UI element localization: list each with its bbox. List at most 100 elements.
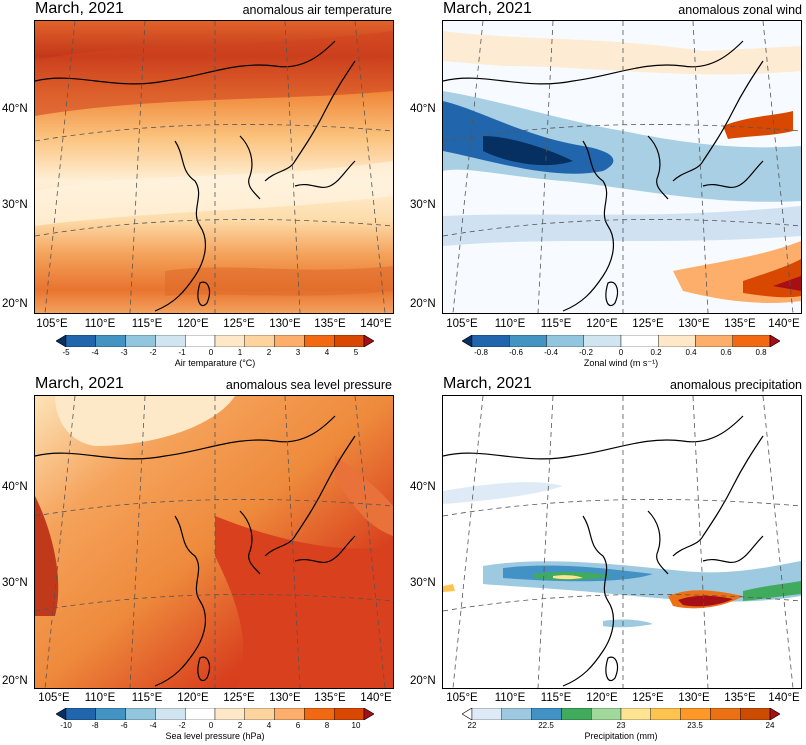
colorbar-swatch <box>334 335 365 347</box>
colorbar-tick: 24 <box>765 721 775 730</box>
lon-label: 115°E <box>540 318 572 330</box>
lon-label: 120°E <box>586 318 618 330</box>
colorbar-swatch <box>184 708 216 720</box>
colorbar-swatch <box>214 708 245 720</box>
colorbar-tick: 23 <box>616 721 626 730</box>
lat-label-40n: 40°N <box>410 481 436 493</box>
colorbar-tick: 4 <box>324 348 330 357</box>
colorbar-swatch <box>184 335 216 347</box>
colorbar-swatch <box>471 335 510 347</box>
lat-label-30n: 30°N <box>410 577 436 589</box>
lon-label: 130°E <box>269 318 301 330</box>
colorbar-tick: 1 <box>237 348 243 357</box>
colorbar-tick: 5 <box>353 348 359 357</box>
colorbar-tick: -3 <box>120 348 128 357</box>
colorbar-tick: 2 <box>266 348 272 357</box>
lon-label: 110°E <box>494 318 526 330</box>
colorbar-tick: -2 <box>178 721 186 730</box>
colorbar-swatch <box>244 335 275 347</box>
map-field <box>35 21 393 313</box>
panel-subtitle: anomalous precipitation <box>669 378 802 392</box>
colorbar-swatch <box>583 335 622 347</box>
colorbar-tick: -10 <box>60 721 72 730</box>
lon-label: 110°E <box>84 318 116 330</box>
lon-label: 105°E <box>36 318 68 330</box>
lon-label: 140°E <box>768 318 800 330</box>
colorbar-swatch <box>620 335 659 347</box>
map-precipitation <box>442 395 802 689</box>
map-field <box>35 396 393 688</box>
lon-label: 140°E <box>360 692 392 704</box>
colorbar-swatch <box>561 708 592 720</box>
lon-label: 125°E <box>632 692 664 704</box>
map-sea-level-pressure <box>34 395 394 689</box>
lat-label-20n: 20°N <box>410 298 436 310</box>
colorbar-tick: 4 <box>266 721 272 730</box>
panel-title: March, 2021 <box>35 0 124 17</box>
lon-label: 105°E <box>446 692 478 704</box>
colorbar-label: Zonal wind (m s⁻¹) <box>583 358 659 368</box>
colorbar-swatch <box>95 708 126 720</box>
lon-label: 125°E <box>223 692 255 704</box>
lon-label: 135°E <box>724 692 756 704</box>
colorbar-swatch <box>546 335 584 347</box>
panel-zonal-wind: March, 2021 anomalous zonal wind <box>406 0 806 370</box>
colorbar-tick: -8 <box>91 721 99 730</box>
lon-label: 140°E <box>768 692 800 704</box>
colorbar-swatches <box>56 708 374 720</box>
panel-subtitle: anomalous zonal wind <box>678 3 802 17</box>
lon-label: 115°E <box>131 692 163 704</box>
panel-title: March, 2021 <box>35 375 124 392</box>
lat-label-20n: 20°N <box>2 298 28 310</box>
lat-label-40n: 40°N <box>2 103 28 115</box>
map-field <box>443 396 801 688</box>
lon-label: 120°E <box>177 318 209 330</box>
colorbar-swatches <box>462 708 780 720</box>
colorbar: -0.8 -0.6 -0.4 -0.2 0 0.2 0.4 0.6 0.8 Zo… <box>462 335 780 371</box>
colorbar-swatch <box>680 708 711 720</box>
colorbar-tick: 10 <box>351 721 361 730</box>
colorbar-tick: -0.8 <box>474 348 488 357</box>
colorbar-swatch <box>658 335 696 347</box>
colorbar-swatch <box>274 708 305 720</box>
colorbar-swatch <box>471 708 502 720</box>
lat-label-40n: 40°N <box>2 481 28 493</box>
lon-label: 140°E <box>360 318 392 330</box>
lat-label-20n: 20°N <box>410 675 436 687</box>
colorbar-tick: 0 <box>208 721 214 730</box>
colorbar-swatch <box>95 335 126 347</box>
lon-label: 120°E <box>586 692 618 704</box>
colorbar-tick: 0 <box>208 348 214 357</box>
panel-sea-level-pressure: March, 2021 anomalous sea level pressure <box>0 375 400 745</box>
lon-label: 130°E <box>678 318 710 330</box>
panel-precipitation: March, 2021 anomalous precipitation <box>406 375 806 745</box>
colorbar-swatch <box>590 708 622 720</box>
colorbar-tick: -2 <box>149 348 157 357</box>
lon-label: 105°E <box>38 692 70 704</box>
lat-label-30n: 30°N <box>410 199 436 211</box>
lat-label-30n: 30°N <box>2 577 28 589</box>
map-field <box>443 21 801 313</box>
colorbar-tick: 0.4 <box>685 348 697 357</box>
colorbar: 22 22.5 23 23.5 24 Precipitation (mm) <box>462 708 780 744</box>
colorbar-cap-high <box>769 708 780 720</box>
colorbar-swatch <box>740 708 771 720</box>
colorbar: -5 -4 -3 -2 -1 0 1 2 3 4 5 Air temparatu… <box>56 335 374 371</box>
colorbar-swatch <box>65 335 96 347</box>
colorbar-swatch <box>65 708 96 720</box>
colorbar-tick: 8 <box>324 721 330 730</box>
colorbar-swatch <box>155 335 186 347</box>
lon-label: 130°E <box>269 692 301 704</box>
colorbar-swatch <box>732 335 771 347</box>
colorbar-tick: -0.6 <box>509 348 523 357</box>
colorbar-tick: 22 <box>467 721 477 730</box>
lon-label: 115°E <box>131 318 163 330</box>
colorbar-swatch <box>125 335 156 347</box>
colorbar-tick: -4 <box>91 348 99 357</box>
lat-label-30n: 30°N <box>2 199 28 211</box>
colorbar-tick: 0 <box>618 348 624 357</box>
panel-subtitle: anomalous sea level pressure <box>225 378 392 392</box>
colorbar-swatch <box>274 335 305 347</box>
panel-air-temperature: March, 2021 anomalous air temperature <box>0 0 400 370</box>
colorbar-label: Air temparature (°C) <box>174 358 256 368</box>
